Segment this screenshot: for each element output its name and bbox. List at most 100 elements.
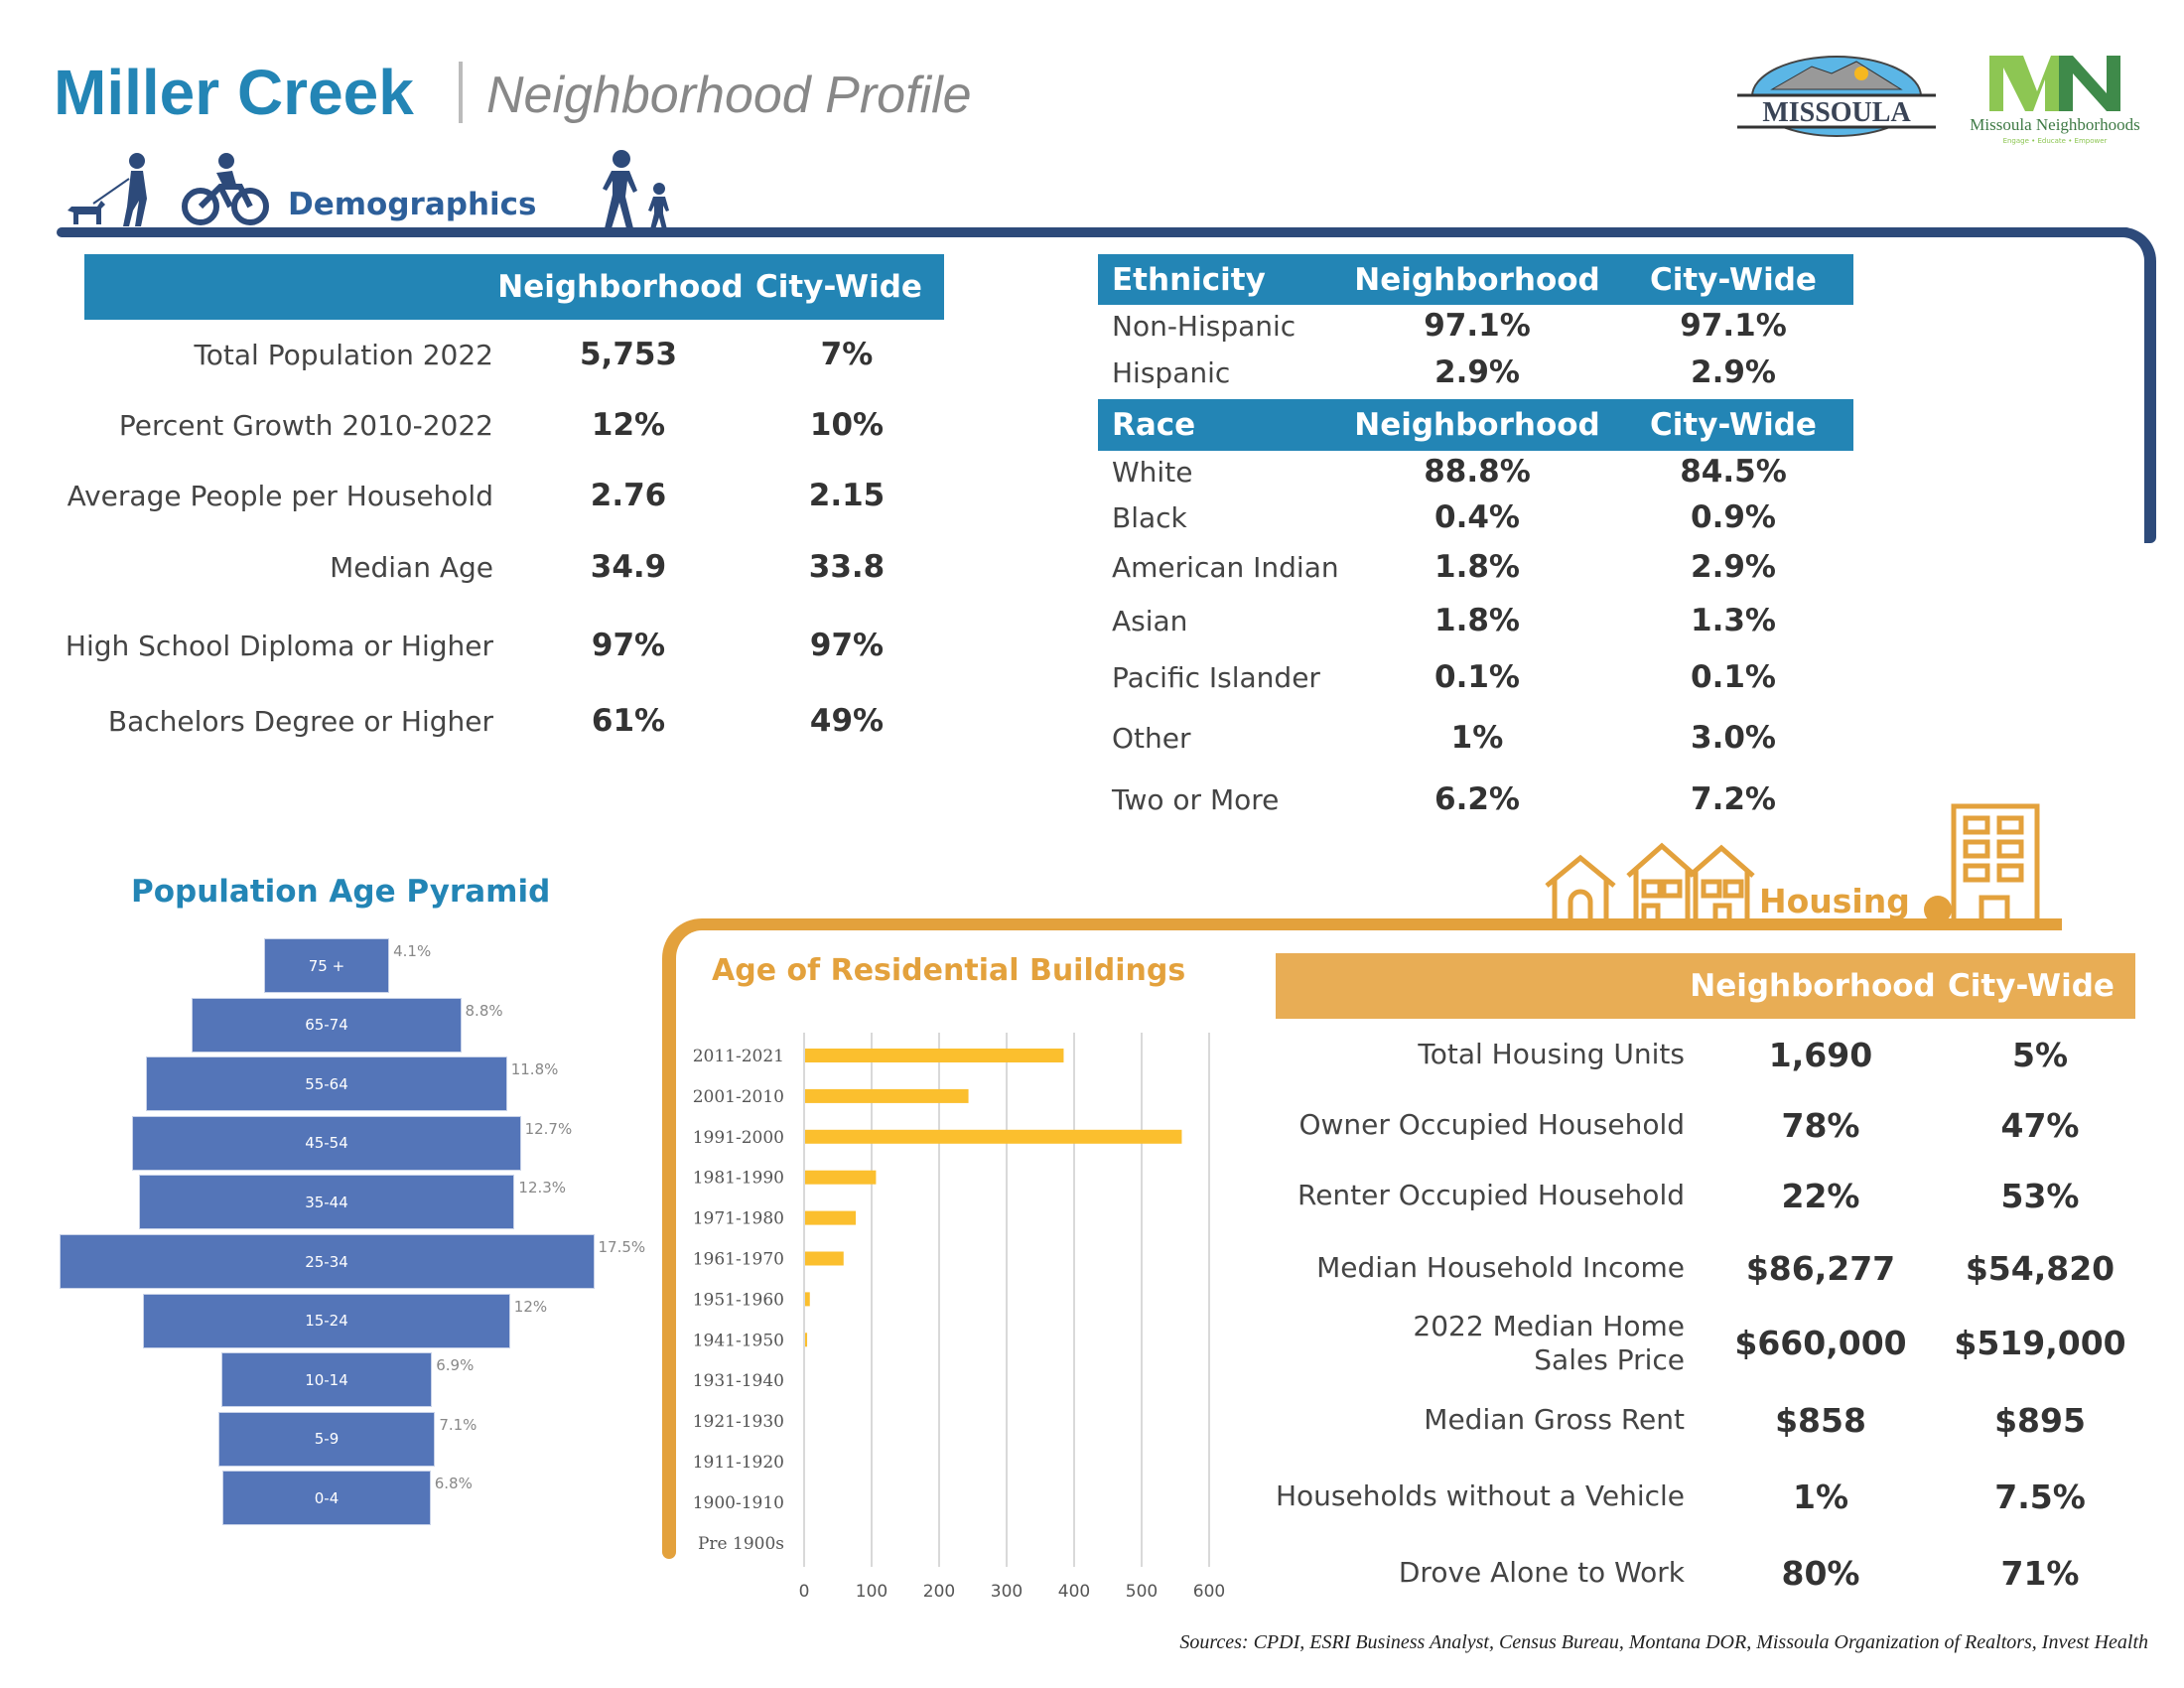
parent-child-walking-icon (596, 149, 675, 234)
building-age-bar (805, 1088, 969, 1103)
x-tick-label: 0 (799, 1582, 810, 1602)
demographics-table-header: Neighborhood City-Wide (84, 254, 944, 320)
housing-row-city-value: $519,000 (1954, 1324, 2126, 1362)
pyramid-bar: 10-14 (220, 1352, 433, 1408)
pyramid-category-label: 55-64 (305, 1074, 348, 1093)
housing-row-label: Renter Occupied Household (1297, 1179, 1685, 1211)
housing-row-city-value: $895 (1994, 1401, 2086, 1440)
race-row-neighborhood-value: 6.2% (1434, 781, 1520, 817)
y-category-label: 1941-1950 (693, 1331, 784, 1350)
housing-row-city-value: 7.5% (1994, 1477, 2086, 1516)
mn-logo-tagline: Engage • Educate • Empower (2003, 137, 2108, 145)
housing-row-neighborhood-value: $858 (1775, 1401, 1866, 1440)
cyclist-icon (181, 151, 270, 234)
column-header-city-wide: City-Wide (1948, 968, 2115, 1004)
building-age-bar (805, 1049, 1064, 1062)
race-row-label: Two or More (1112, 783, 1280, 816)
pyramid-data-label: 12% (513, 1297, 548, 1316)
demographic-row-neighborhood-value: 5,753 (579, 337, 678, 372)
demographic-row-city-value: 49% (809, 703, 885, 739)
demographic-row-neighborhood-value: 97% (591, 628, 666, 663)
x-tick-label: 200 (923, 1582, 955, 1602)
race-row-neighborhood-value: 88.8% (1424, 454, 1531, 490)
housing-row-neighborhood-value: 1% (1792, 1477, 1849, 1516)
ethnicity-row-neighborhood-value: 97.1% (1424, 308, 1531, 344)
housing-row-neighborhood-value: 78% (1781, 1106, 1860, 1145)
pyramid-category-label: 15-24 (305, 1312, 348, 1331)
housing-row-neighborhood-value: $660,000 (1734, 1324, 1907, 1362)
pyramid-data-label: 12.7% (524, 1119, 573, 1138)
housing-row-label: Median Household Income (1316, 1251, 1685, 1284)
race-row-label: White (1112, 456, 1193, 489)
building-age-bar (805, 1292, 810, 1307)
housing-row-label: Owner Occupied Household (1298, 1108, 1685, 1141)
housing-row-neighborhood-value: 80% (1781, 1554, 1860, 1593)
housing-divider-line (662, 918, 2062, 1038)
housing-row-neighborhood-value: 1,690 (1768, 1036, 1873, 1074)
demographic-row-label: Percent Growth 2010-2022 (118, 409, 493, 442)
pyramid-bar: 75 + (263, 938, 390, 993)
race-row-neighborhood-value: 1.8% (1434, 549, 1520, 585)
building-age-bar (805, 1333, 808, 1347)
race-row-label: Black (1112, 501, 1187, 534)
pyramid-category-label: 45-54 (305, 1134, 348, 1153)
race-row-label: Pacific Islander (1112, 661, 1320, 694)
column-header-neighborhood: Neighborhood (497, 269, 744, 305)
pyramid-title: Population Age Pyramid (131, 874, 551, 910)
demographic-row-city-value: 7% (820, 337, 874, 372)
demographic-row-label: Bachelors Degree or Higher (107, 705, 493, 738)
housing-row-neighborhood-value: 22% (1781, 1177, 1860, 1215)
housing-row-city-value: $54,820 (1965, 1249, 2116, 1288)
race-row-neighborhood-value: 0.1% (1434, 659, 1520, 695)
column-header-neighborhood: Neighborhood (1354, 261, 1600, 298)
building-age-bar (805, 1129, 1182, 1144)
demographic-row-neighborhood-value: 61% (591, 703, 666, 739)
housing-row-neighborhood-value: $86,277 (1745, 1249, 1896, 1288)
missoula-logo-text: MISSOULA (1762, 97, 1911, 128)
pyramid-data-label: 4.1% (393, 942, 432, 960)
column-header-neighborhood: Neighborhood (1354, 407, 1600, 443)
race-row-city-value: 84.5% (1680, 454, 1787, 490)
pyramid-bar: 35-44 (138, 1175, 515, 1230)
race-row-label: American Indian (1112, 551, 1339, 584)
building-age-bar (805, 1251, 844, 1266)
x-tick-label: 500 (1126, 1582, 1158, 1602)
race-table-header: Race Neighborhood City-Wide (1098, 399, 1853, 451)
y-category-label: 1991-2000 (693, 1128, 784, 1148)
y-category-label: 2001-2010 (693, 1087, 784, 1107)
ethnicity-row-city-value: 2.9% (1691, 354, 1776, 390)
x-tick-label: 100 (856, 1582, 887, 1602)
pyramid-category-label: 5-9 (314, 1430, 340, 1449)
pyramid-data-label: 11.8% (510, 1060, 559, 1079)
title-divider (459, 62, 463, 123)
demographic-row-city-value: 33.8 (808, 549, 886, 585)
pyramid-data-label: 8.8% (465, 1001, 503, 1020)
sources-footnote: Sources: CPDI, ESRI Business Analyst, Ce… (1179, 1631, 2148, 1653)
page-subtitle: Neighborhood Profile (486, 67, 972, 124)
y-category-label: 1931-1940 (693, 1371, 784, 1391)
race-row-city-value: 3.0% (1691, 720, 1776, 756)
pyramid-bar: 55-64 (146, 1056, 507, 1112)
demographics-divider-line (57, 227, 2131, 237)
building-age-bar (805, 1170, 877, 1185)
housing-row-city-value: 5% (2011, 1036, 2069, 1074)
demographics-section-label: Demographics (288, 187, 537, 222)
demographic-row-label: Median Age (330, 551, 493, 584)
demographic-row-label: Average People per Household (67, 480, 493, 512)
race-row-neighborhood-value: 0.4% (1434, 499, 1520, 535)
pyramid-category-label: 65-74 (305, 1016, 348, 1035)
y-category-label: 1911-1920 (693, 1453, 784, 1473)
housing-table-header: Neighborhood City-Wide (1276, 953, 2135, 1019)
race-row-neighborhood-value: 1.8% (1434, 603, 1520, 638)
housing-divider-end (2045, 918, 2062, 930)
housing-frame-left-edge (662, 1033, 676, 1559)
x-tick-label: 400 (1058, 1582, 1090, 1602)
ethnicity-table-header: Ethnicity Neighborhood City-Wide (1098, 254, 1853, 305)
race-row-city-value: 0.9% (1691, 499, 1776, 535)
pyramid-data-label: 7.1% (439, 1415, 478, 1434)
housing-row-city-value: 47% (2000, 1106, 2080, 1145)
race-row-neighborhood-value: 1% (1450, 720, 1504, 756)
pyramid-bar: 65-74 (192, 997, 462, 1053)
housing-row-label: Total Housing Units (1418, 1038, 1685, 1070)
